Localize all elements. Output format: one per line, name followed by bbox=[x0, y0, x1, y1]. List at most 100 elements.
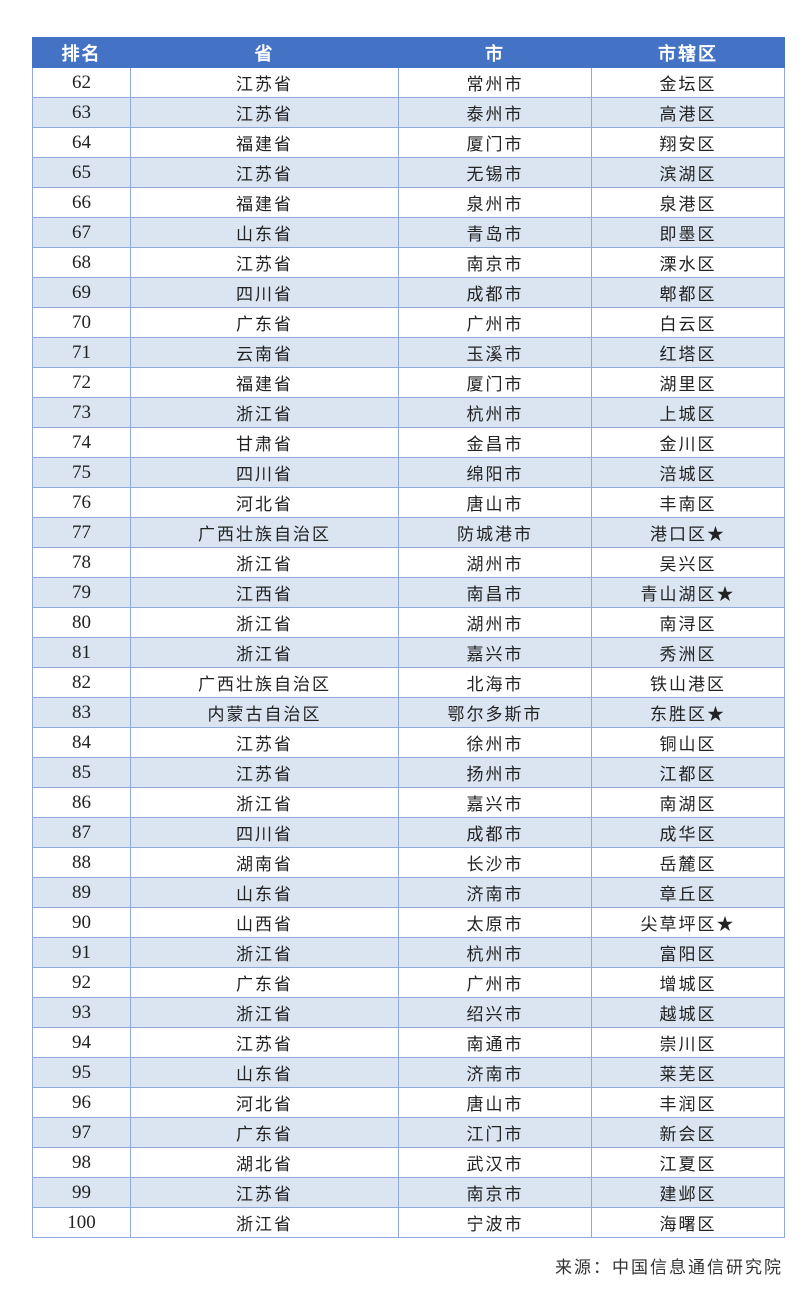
cell-province: 福建省 bbox=[130, 187, 399, 218]
cell-rank: 86 bbox=[32, 787, 131, 818]
cell-city: 济南市 bbox=[398, 1057, 592, 1088]
cell-district: 莱芜区 bbox=[591, 1057, 785, 1088]
table-row: 77 广西壮族自治区 防城港市 港口区★ bbox=[32, 517, 785, 548]
table-row: 85 江苏省 扬州市 江都区 bbox=[32, 757, 785, 788]
cell-district: 港口区★ bbox=[591, 517, 785, 548]
cell-city: 杭州市 bbox=[398, 397, 592, 428]
cell-city: 厦门市 bbox=[398, 367, 592, 398]
cell-rank: 99 bbox=[32, 1177, 131, 1208]
table-row: 99 江苏省 南京市 建邺区 bbox=[32, 1177, 785, 1208]
table-row: 97 广东省 江门市 新会区 bbox=[32, 1117, 785, 1148]
cell-city: 杭州市 bbox=[398, 937, 592, 968]
cell-rank: 98 bbox=[32, 1147, 131, 1178]
header-district: 市辖区 bbox=[591, 37, 785, 68]
cell-province: 浙江省 bbox=[130, 937, 399, 968]
cell-rank: 78 bbox=[32, 547, 131, 578]
cell-city: 嘉兴市 bbox=[398, 787, 592, 818]
cell-province: 湖北省 bbox=[130, 1147, 399, 1178]
cell-rank: 83 bbox=[32, 697, 131, 728]
cell-city: 金昌市 bbox=[398, 427, 592, 458]
cell-province: 浙江省 bbox=[130, 547, 399, 578]
table-row: 79 江西省 南昌市 青山湖区★ bbox=[32, 577, 785, 608]
cell-city: 泰州市 bbox=[398, 97, 592, 128]
cell-city: 唐山市 bbox=[398, 1087, 592, 1118]
cell-district: 铁山港区 bbox=[591, 667, 785, 698]
cell-district: 章丘区 bbox=[591, 877, 785, 908]
cell-province: 内蒙古自治区 bbox=[130, 697, 399, 728]
cell-city: 宁波市 bbox=[398, 1207, 592, 1238]
cell-city: 防城港市 bbox=[398, 517, 592, 548]
cell-province: 广东省 bbox=[130, 1117, 399, 1148]
cell-city: 玉溪市 bbox=[398, 337, 592, 368]
cell-city: 徐州市 bbox=[398, 727, 592, 758]
cell-city: 湖州市 bbox=[398, 607, 592, 638]
cell-province: 广西壮族自治区 bbox=[130, 517, 399, 548]
header-rank: 排名 bbox=[32, 37, 131, 68]
table-row: 75 四川省 绵阳市 涪城区 bbox=[32, 457, 785, 488]
cell-district: 建邺区 bbox=[591, 1177, 785, 1208]
table-row: 80 浙江省 湖州市 南浔区 bbox=[32, 607, 785, 638]
table-row: 87 四川省 成都市 成华区 bbox=[32, 817, 785, 848]
cell-city: 泉州市 bbox=[398, 187, 592, 218]
cell-district: 增城区 bbox=[591, 967, 785, 998]
cell-city: 唐山市 bbox=[398, 487, 592, 518]
cell-district: 丰润区 bbox=[591, 1087, 785, 1118]
table-row: 100 浙江省 宁波市 海曙区 bbox=[32, 1207, 785, 1238]
cell-rank: 97 bbox=[32, 1117, 131, 1148]
cell-district: 金坛区 bbox=[591, 67, 785, 98]
cell-district: 越城区 bbox=[591, 997, 785, 1028]
cell-province: 江苏省 bbox=[130, 97, 399, 128]
table-row: 96 河北省 唐山市 丰润区 bbox=[32, 1087, 785, 1118]
table-row: 78 浙江省 湖州市 吴兴区 bbox=[32, 547, 785, 578]
cell-rank: 85 bbox=[32, 757, 131, 788]
table-row: 90 山西省 太原市 尖草坪区★ bbox=[32, 907, 785, 938]
cell-rank: 81 bbox=[32, 637, 131, 668]
cell-district: 尖草坪区★ bbox=[591, 907, 785, 938]
cell-district: 滨湖区 bbox=[591, 157, 785, 188]
cell-district: 即墨区 bbox=[591, 217, 785, 248]
cell-city: 绵阳市 bbox=[398, 457, 592, 488]
cell-district: 新会区 bbox=[591, 1117, 785, 1148]
cell-city: 常州市 bbox=[398, 67, 592, 98]
cell-province: 广东省 bbox=[130, 307, 399, 338]
cell-city: 北海市 bbox=[398, 667, 592, 698]
cell-rank: 84 bbox=[32, 727, 131, 758]
cell-rank: 82 bbox=[32, 667, 131, 698]
cell-city: 济南市 bbox=[398, 877, 592, 908]
cell-province: 河北省 bbox=[130, 1087, 399, 1118]
cell-province: 浙江省 bbox=[130, 787, 399, 818]
cell-city: 湖州市 bbox=[398, 547, 592, 578]
cell-city: 南京市 bbox=[398, 1177, 592, 1208]
table-row: 81 浙江省 嘉兴市 秀洲区 bbox=[32, 637, 785, 668]
cell-district: 岳麓区 bbox=[591, 847, 785, 878]
table-row: 63 江苏省 泰州市 高港区 bbox=[32, 97, 785, 128]
cell-district: 江都区 bbox=[591, 757, 785, 788]
cell-rank: 93 bbox=[32, 997, 131, 1028]
cell-district: 富阳区 bbox=[591, 937, 785, 968]
cell-province: 江苏省 bbox=[130, 757, 399, 788]
cell-rank: 89 bbox=[32, 877, 131, 908]
cell-province: 浙江省 bbox=[130, 607, 399, 638]
cell-rank: 62 bbox=[32, 67, 131, 98]
table-row: 68 江苏省 南京市 溧水区 bbox=[32, 247, 785, 278]
cell-province: 山东省 bbox=[130, 217, 399, 248]
cell-province: 浙江省 bbox=[130, 1207, 399, 1238]
cell-rank: 95 bbox=[32, 1057, 131, 1088]
cell-district: 铜山区 bbox=[591, 727, 785, 758]
cell-province: 山东省 bbox=[130, 1057, 399, 1088]
cell-rank: 96 bbox=[32, 1087, 131, 1118]
table-header-row: 排名 省 市 市辖区 bbox=[32, 37, 785, 68]
cell-district: 江夏区 bbox=[591, 1147, 785, 1178]
cell-city: 成都市 bbox=[398, 277, 592, 308]
cell-province: 广西壮族自治区 bbox=[130, 667, 399, 698]
cell-province: 江苏省 bbox=[130, 67, 399, 98]
cell-city: 武汉市 bbox=[398, 1147, 592, 1178]
cell-district: 溧水区 bbox=[591, 247, 785, 278]
cell-district: 湖里区 bbox=[591, 367, 785, 398]
cell-rank: 70 bbox=[32, 307, 131, 338]
cell-rank: 94 bbox=[32, 1027, 131, 1058]
cell-rank: 64 bbox=[32, 127, 131, 158]
cell-province: 四川省 bbox=[130, 457, 399, 488]
table-row: 74 甘肃省 金昌市 金川区 bbox=[32, 427, 785, 458]
cell-rank: 67 bbox=[32, 217, 131, 248]
